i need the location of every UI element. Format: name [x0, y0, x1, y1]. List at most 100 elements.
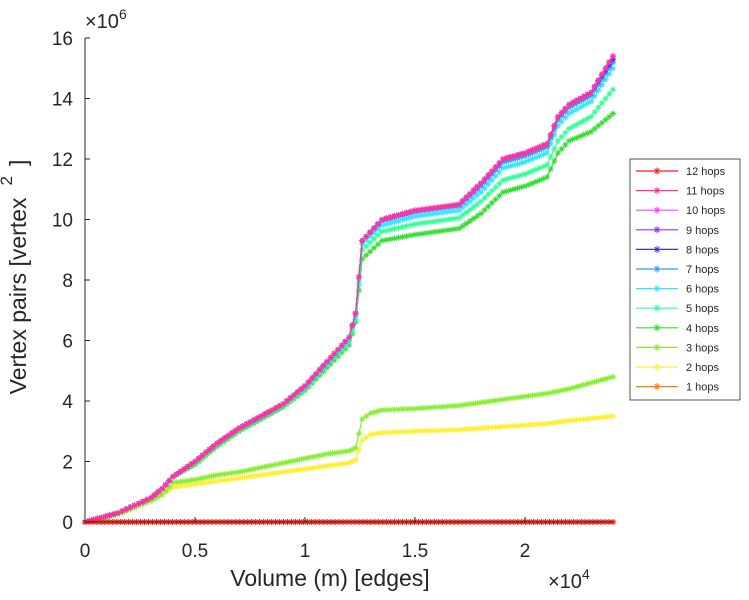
data-point-marker	[602, 413, 609, 420]
data-point-marker	[199, 480, 206, 487]
data-point-marker	[184, 482, 191, 489]
data-point-marker	[173, 471, 180, 478]
data-point-marker	[547, 134, 554, 141]
data-point-marker	[387, 236, 394, 243]
data-point-marker	[269, 407, 275, 414]
legend-label: 10 hops	[686, 205, 726, 217]
data-point-marker	[203, 474, 209, 481]
data-point-marker	[533, 145, 539, 152]
data-point-marker	[507, 157, 514, 164]
data-point-marker	[470, 215, 477, 222]
data-point-marker	[566, 101, 572, 108]
legend-item: 12 hops	[636, 166, 726, 178]
x-tick-label: 1.5	[402, 541, 428, 562]
data-point-marker	[588, 128, 594, 135]
data-point-marker	[588, 92, 594, 99]
data-point-marker	[331, 462, 338, 469]
data-point-marker	[346, 337, 352, 344]
data-point-marker	[432, 204, 438, 211]
data-point-marker	[313, 464, 319, 471]
data-point-marker	[276, 469, 283, 476]
data-point-marker	[459, 402, 466, 409]
data-point-marker	[467, 206, 473, 213]
data-point-marker	[544, 140, 550, 147]
data-point-marker	[436, 217, 442, 224]
data-point-marker	[599, 414, 605, 421]
data-point-marker	[591, 378, 598, 385]
data-point-marker	[573, 100, 580, 107]
data-point-marker	[359, 237, 366, 244]
data-point-marker	[324, 450, 330, 457]
series-11-hops	[82, 53, 616, 525]
data-point-marker	[525, 148, 532, 155]
data-point-marker	[653, 324, 661, 332]
data-point-marker	[588, 89, 594, 96]
data-point-marker	[500, 423, 506, 430]
data-point-marker	[569, 102, 576, 109]
data-point-marker	[555, 137, 561, 144]
data-point-marker	[313, 370, 319, 377]
data-point-marker	[448, 403, 454, 410]
data-point-marker	[518, 422, 525, 429]
data-point-marker	[580, 416, 587, 423]
data-point-marker	[363, 233, 370, 240]
data-point-marker	[228, 470, 235, 477]
legend-box	[629, 158, 741, 401]
y-tick-label: 10	[52, 211, 73, 232]
data-point-marker	[420, 230, 426, 237]
data-point-marker	[558, 133, 565, 140]
data-point-marker	[555, 113, 561, 120]
data-point-marker	[511, 186, 517, 193]
data-point-marker	[342, 345, 349, 352]
data-point-marker	[206, 479, 213, 486]
data-point-marker	[478, 189, 484, 196]
data-point-marker	[206, 473, 213, 480]
data-point-marker	[584, 380, 591, 387]
data-point-marker	[420, 405, 426, 412]
data-point-marker	[551, 125, 558, 132]
data-point-marker	[195, 480, 202, 487]
data-point-marker	[428, 404, 434, 411]
data-point-marker	[346, 460, 352, 467]
data-point-marker	[540, 390, 547, 397]
data-point-marker	[551, 131, 558, 138]
data-point-marker	[338, 461, 345, 468]
data-point-marker	[540, 163, 547, 170]
data-point-marker	[481, 399, 488, 406]
data-point-marker	[302, 382, 308, 389]
data-point-marker	[352, 444, 359, 451]
data-point-marker	[298, 456, 305, 463]
data-point-marker	[566, 385, 572, 392]
data-point-marker	[544, 174, 550, 181]
x-tick-label: 1	[300, 541, 311, 562]
data-point-marker	[595, 77, 602, 84]
data-point-marker	[214, 472, 220, 479]
data-point-marker	[577, 95, 583, 102]
data-point-marker	[199, 475, 206, 482]
data-point-marker	[503, 158, 510, 165]
data-point-marker	[399, 428, 406, 435]
data-point-marker	[503, 395, 510, 402]
data-point-marker	[518, 393, 525, 400]
data-point-marker	[503, 423, 510, 430]
data-point-marker	[507, 395, 514, 402]
data-point-marker	[478, 198, 484, 205]
data-point-marker	[606, 64, 613, 71]
data-point-marker	[412, 221, 418, 228]
data-point-marker	[580, 102, 587, 109]
data-point-marker	[203, 449, 209, 456]
legend-item: 7 hops	[636, 264, 720, 276]
data-point-marker	[412, 428, 418, 435]
data-point-marker	[148, 497, 154, 504]
data-point-marker	[503, 154, 510, 161]
data-point-marker	[335, 461, 341, 468]
data-point-marker	[507, 175, 514, 182]
data-point-marker	[225, 470, 231, 477]
data-point-marker	[143, 496, 150, 503]
data-point-marker	[569, 123, 576, 130]
legend-label: 6 hops	[686, 284, 720, 296]
data-point-marker	[192, 481, 198, 488]
data-point-marker	[463, 401, 470, 408]
data-point-marker	[511, 152, 517, 159]
data-point-marker	[562, 141, 569, 148]
